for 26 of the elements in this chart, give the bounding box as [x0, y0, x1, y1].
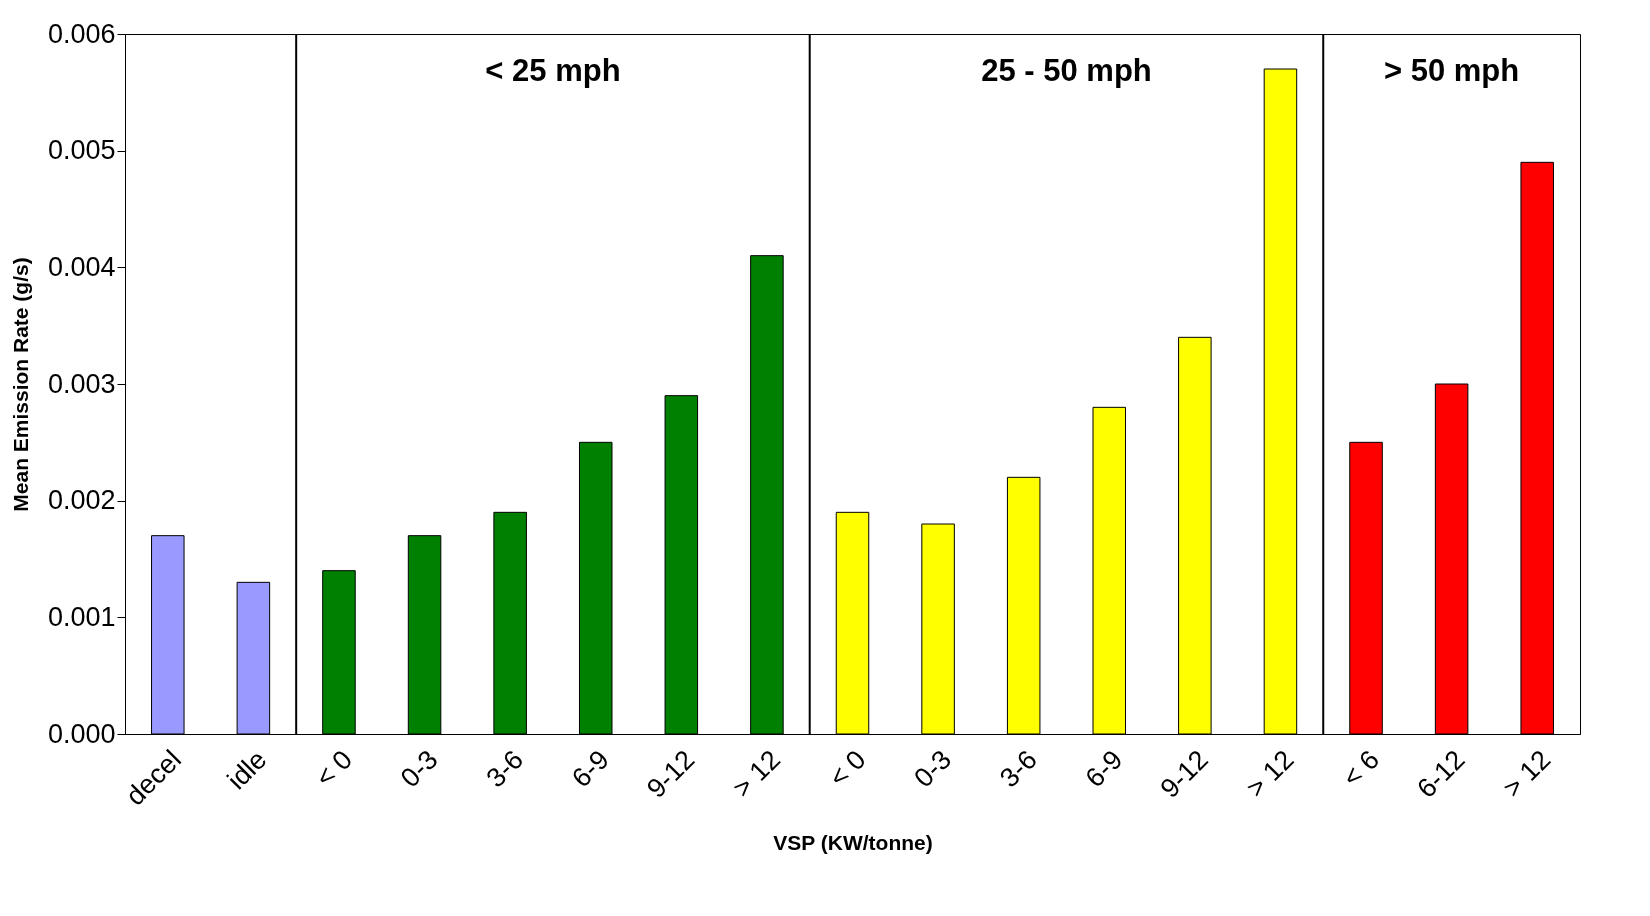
x-tick-label: 6-12: [1411, 744, 1471, 804]
y-tick-label: 0.002: [47, 485, 116, 516]
x-tick-label: 0-3: [908, 744, 958, 794]
x-axis-title: VSP (KW/tonne): [773, 830, 933, 854]
y-tick-label: 0.003: [47, 368, 116, 399]
x-tick-label: 6-9: [566, 744, 615, 794]
x-tick-label: 6-9: [1079, 744, 1129, 794]
x-tick-label: 3-6: [993, 744, 1043, 794]
x-tick-label: > 12: [1240, 744, 1300, 804]
x-tick-label: 0-3: [394, 744, 444, 794]
x-tick-label: idle: [221, 744, 273, 796]
x-tick-label: > 12: [727, 744, 786, 804]
y-tick-label: 0.000: [47, 718, 116, 749]
x-tick-label: 3-6: [480, 744, 530, 794]
annotation: > 50 mph: [1383, 53, 1520, 88]
x-tick-label: < 6: [1336, 744, 1386, 793]
y-tick-label: 0.005: [47, 135, 116, 166]
y-tick-label: 0.004: [47, 251, 116, 282]
y-tick-label: 0.001: [47, 601, 116, 632]
y-tick-label: 0.006: [47, 18, 116, 49]
annotation: < 25 mph: [485, 53, 621, 88]
y-axis-title: Mean Emission Rate (g/s): [8, 257, 32, 512]
x-tick-label: > 12: [1497, 744, 1557, 804]
x-tick-label: < 0: [309, 744, 359, 793]
x-tick-label: < 0: [823, 744, 872, 793]
annotation: 25 - 50 mph: [981, 53, 1152, 88]
